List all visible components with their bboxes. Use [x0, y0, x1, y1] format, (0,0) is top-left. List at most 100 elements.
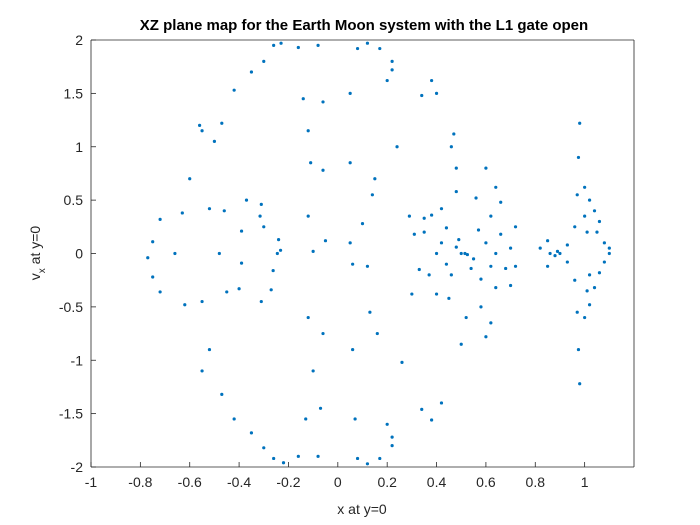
scatter-point [576, 347, 581, 352]
scatter-point [474, 196, 478, 200]
scatter-point [296, 454, 300, 458]
scatter-point [378, 46, 382, 51]
scatter-point [390, 435, 394, 439]
scatter-point [237, 287, 241, 291]
scatter-point [575, 193, 579, 197]
scatter-point [321, 168, 325, 172]
scatter-point [454, 189, 458, 194]
scatter-point [249, 70, 254, 74]
scatter-point [422, 230, 426, 234]
scatter-point [365, 264, 370, 268]
scatter-point [249, 431, 254, 435]
y-axis-label-subscript: x [37, 268, 48, 273]
scatter-point [306, 129, 310, 133]
y-tick-label: -1.5 [59, 406, 83, 422]
y-tick-label: 1.5 [64, 85, 84, 101]
scatter-point [348, 241, 352, 245]
scatter-point [587, 273, 592, 277]
scatter-point [504, 266, 508, 271]
scatter-point [513, 225, 518, 229]
scatter-point [390, 444, 394, 448]
scatter-point [427, 273, 431, 277]
scatter-point [311, 369, 315, 373]
scatter-point [269, 288, 273, 292]
scatter-point [200, 369, 204, 373]
scatter-point [222, 209, 226, 213]
scatter-point [321, 100, 325, 104]
scatter-point [232, 88, 236, 92]
scatter-point [454, 245, 458, 249]
scatter-point [220, 392, 224, 397]
y-axis-label-main: v [27, 273, 43, 280]
scatter-point [316, 454, 320, 458]
scatter-point [355, 46, 360, 51]
x-tick-label: -0.8 [128, 474, 152, 490]
y-tick-label: 2 [75, 32, 83, 48]
scatter-point [375, 331, 379, 336]
scatter-point [275, 251, 279, 256]
scatter-point [420, 407, 424, 411]
scatter-points-layer [146, 41, 611, 466]
y-tick-label: -2 [71, 459, 84, 475]
scatter-point [508, 246, 513, 250]
scatter-point [316, 43, 320, 47]
scatter-point [279, 41, 283, 45]
scatter-point [508, 283, 513, 288]
scatter-point [592, 209, 597, 213]
scatter-point [430, 213, 434, 217]
y-tick-label: 0 [75, 246, 83, 262]
scatter-point [452, 132, 456, 136]
scatter-point [479, 305, 483, 309]
scatter-point [271, 268, 275, 273]
scatter-point [296, 45, 300, 50]
scatter-point [484, 166, 488, 170]
scatter-point [151, 275, 155, 279]
scatter-point [395, 145, 399, 149]
scatter-point [272, 43, 276, 47]
scatter-point [463, 251, 467, 256]
scatter-point [499, 200, 503, 204]
scatter-point [573, 225, 577, 229]
scatter-point [373, 177, 377, 181]
scatter-point [513, 264, 518, 268]
scatter-point [439, 207, 444, 211]
x-tick-label: 1 [581, 474, 589, 490]
x-tick-label: -0.6 [178, 474, 202, 490]
scatter-point [306, 315, 310, 320]
scatter-point [304, 417, 308, 421]
scatter-point [301, 97, 305, 101]
scatter-point [351, 262, 355, 266]
scatter-point [220, 121, 224, 125]
scatter-point [565, 243, 569, 247]
scatter-point [558, 251, 562, 256]
scatter-point [410, 292, 414, 296]
scatter-point [272, 456, 276, 461]
scatter-point [158, 290, 162, 294]
scatter-point [546, 264, 550, 268]
scatter-point [348, 161, 352, 165]
scatter-point [323, 239, 328, 243]
scatter-point [151, 240, 155, 244]
scatter-point [484, 335, 488, 339]
scatter-point [457, 238, 461, 242]
scatter-point [479, 277, 483, 281]
x-axis-label: x at y=0 [337, 501, 387, 517]
scatter-point [225, 290, 229, 294]
scatter-point [400, 360, 404, 364]
scatter-point [281, 461, 286, 465]
scatter-point [276, 238, 281, 242]
scatter-point [173, 251, 177, 256]
scatter-point [360, 222, 365, 226]
scatter-point [259, 202, 263, 206]
scatter-point [355, 456, 360, 461]
y-axis-label: vx at y=0 [27, 226, 48, 281]
scatter-point [180, 211, 184, 215]
scatter-point [454, 166, 458, 170]
scatter-point [262, 446, 266, 450]
scatter-point [198, 123, 202, 127]
scatter-point [258, 214, 262, 218]
scatter-point [430, 78, 434, 83]
scatter-point [311, 249, 315, 253]
scatter-point [262, 59, 266, 63]
y-tick-label: 1 [75, 139, 83, 155]
